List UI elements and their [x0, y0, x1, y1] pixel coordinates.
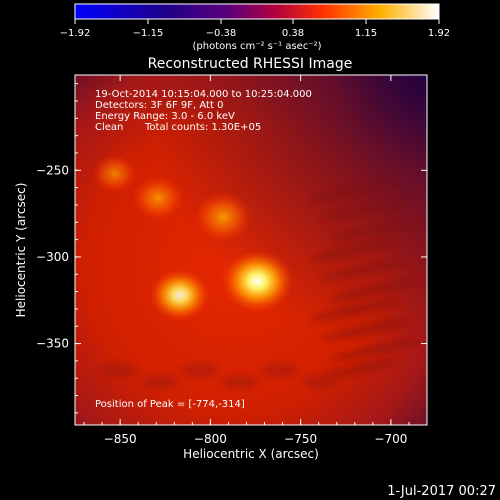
ripple-band [222, 375, 258, 389]
colorbar-gradient [74, 3, 440, 20]
heatmap-source-3 [193, 191, 253, 243]
annotation-line: 19-Oct-2014 10:15:04.000 to 10:25:04.000 [95, 89, 312, 100]
ripple-band [302, 375, 338, 389]
annotation-clean: Clean [95, 122, 123, 133]
x-tick-label: −850 [104, 432, 137, 446]
ripple-band [330, 339, 420, 361]
ripple-band [142, 375, 178, 389]
colorbar-tick-label: −0.38 [206, 28, 237, 39]
ripple-band [182, 363, 218, 377]
colorbar-ticks: −1.92 −1.15 −0.38 0.38 1.15 1.92 [60, 19, 450, 39]
ripple-band [310, 359, 400, 381]
ripple-band [310, 179, 400, 201]
x-axis: −850 −800 −750 −700 [83, 75, 428, 446]
ripple-band [330, 279, 420, 301]
plot-frame [74, 74, 428, 426]
chart-title: Reconstructed RHESSI Image [148, 56, 353, 72]
peak-position-label: Position of Peak = [-774,-314] [95, 399, 245, 410]
ripple-band [262, 363, 298, 377]
annotation-line: Detectors: 3F 6F 9F, Att 0 [95, 100, 223, 111]
ripple-band [320, 199, 410, 221]
heatmap-source-5 [92, 154, 138, 194]
x-axis-label: Heliocentric X (arcsec) [183, 447, 319, 461]
x-tick-label: −800 [194, 432, 227, 446]
ripple-band [310, 239, 400, 261]
plot-area [75, 75, 427, 425]
ripple-band [320, 319, 410, 341]
x-tick-label: −750 [284, 432, 317, 446]
colorbar: −1.92 −1.15 −0.38 0.38 1.15 1.92 (photons cm⁻… [60, 3, 450, 52]
colorbar-tick-label: −1.92 [60, 28, 91, 39]
heatmap-source-2 [149, 268, 210, 322]
heatmap-source-1 [221, 249, 294, 313]
y-axis-label: Heliocentric Y (arcsec) [14, 183, 28, 318]
y-tick-label: −250 [36, 163, 69, 177]
footer-date: 1-Jul-2017 00:27 [387, 484, 496, 499]
colorbar-tick-label: 0.38 [282, 28, 304, 39]
ripple-band [102, 363, 138, 377]
annotation-line: Energy Range: 3.0 - 6.0 keV [95, 111, 235, 122]
heatmap-ripples [102, 179, 420, 389]
y-tick-label: −300 [36, 250, 69, 264]
ripple-band [310, 299, 400, 321]
colorbar-tick-label: 1.92 [428, 28, 450, 39]
y-axis: −250 −300 −350 [36, 83, 427, 414]
ripple-band [320, 259, 410, 281]
ripple-band [330, 219, 420, 241]
heatmap-sources [92, 154, 294, 322]
annotation-block: 19-Oct-2014 10:15:04.000 to 10:25:04.000… [95, 89, 312, 133]
annotation-total-counts: Total counts: 1.30E+05 [144, 122, 261, 133]
colorbar-tick-label: 1.15 [355, 28, 377, 39]
y-tick-label: −350 [36, 337, 69, 351]
colorbar-label: (photons cm⁻² s⁻¹ asec⁻²) [192, 41, 321, 52]
colorbar-tick-label: −1.15 [133, 28, 164, 39]
x-tick-label: −700 [374, 432, 407, 446]
heatmap-source-4 [132, 175, 184, 221]
